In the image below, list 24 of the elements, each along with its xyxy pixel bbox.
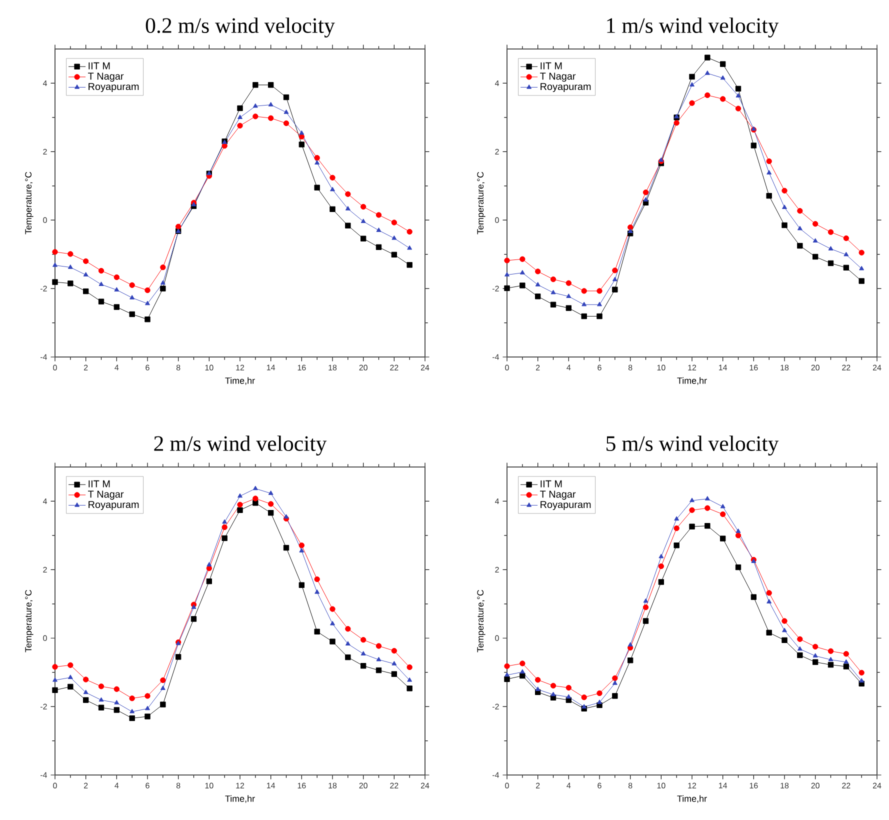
y-axis-title: Temperature,°C xyxy=(25,172,34,234)
x-axis-title: Time,hr xyxy=(225,795,255,803)
legend-label: T Nagar xyxy=(540,490,576,500)
legend-label: Royapuram xyxy=(88,501,139,510)
legend-label: Royapuram xyxy=(88,83,139,92)
legend-label: IIT M xyxy=(540,480,562,488)
legend-label: IIT M xyxy=(540,62,562,70)
chart-title: 0.2 m/s wind velocity xyxy=(146,18,335,38)
y-axis-title: Temperature,°C xyxy=(25,590,34,652)
chart-title: 1 m/s wind velocity xyxy=(607,18,779,38)
chart-title: 5 m/s wind velocity xyxy=(606,436,779,456)
x-axis-title: Time,hr xyxy=(677,377,707,385)
legend-label: IIT M xyxy=(88,62,110,70)
chart-title: 2 m/s wind velocity xyxy=(154,436,327,456)
legend-label: T Nagar xyxy=(88,72,124,82)
x-axis-title: Time,hr xyxy=(225,377,255,385)
y-axis-title: Temperature,°C xyxy=(477,590,486,652)
legend-label: T Nagar xyxy=(540,72,576,82)
x-axis-title: Time,hr xyxy=(677,795,707,803)
legend-label: Royapuram xyxy=(540,83,591,92)
legend-label: IIT M xyxy=(88,480,110,488)
legend-label: T Nagar xyxy=(88,490,124,500)
y-axis-title: Temperature,°C xyxy=(477,172,486,234)
legend-label: Royapuram xyxy=(540,501,591,510)
